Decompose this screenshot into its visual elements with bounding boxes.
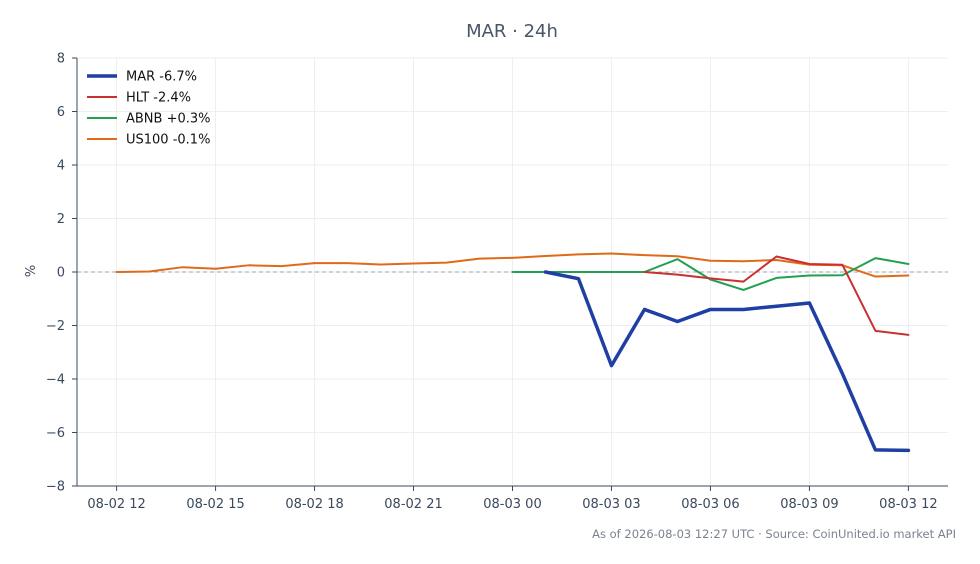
legend-label: US100 -0.1% (126, 133, 210, 148)
x-tick-label: 08-02 15 (186, 497, 244, 512)
axes: 08-02 12 08-02 15 08-02 18 08-02 21 08-03 00… (46, 52, 948, 512)
y-tick-label: −8 (46, 480, 65, 495)
y-tick-label: 8 (57, 52, 65, 67)
x-tick-label: 08-03 09 (780, 497, 838, 512)
source-footnote: As of 2026-08-03 12:27 UTC · Source: Coi… (592, 527, 956, 541)
series-line-0 (543, 270, 911, 453)
y-tick-label: −6 (46, 426, 65, 441)
legend-label: HLT -2.4% (126, 91, 191, 106)
legend-label: MAR -6.7% (126, 70, 197, 85)
y-tick-label: 4 (57, 159, 65, 174)
x-tick-label: 08-02 18 (285, 497, 343, 512)
series-lines (115, 252, 911, 453)
y-tick-label: 6 (57, 105, 65, 120)
x-tick-label: 08-02 12 (87, 497, 145, 512)
legend-label: ABNB +0.3% (126, 112, 211, 127)
series-line-1 (643, 255, 910, 336)
x-tick-label: 08-03 06 (681, 497, 739, 512)
y-tick-label: −4 (46, 373, 65, 388)
y-tick-label: −2 (46, 319, 65, 334)
x-tick-label: 08-03 00 (483, 497, 541, 512)
series-line-2 (511, 257, 910, 291)
x-tick-label: 08-03 12 (879, 497, 937, 512)
series-line-3 (115, 252, 910, 278)
legend: MAR -6.7% HLT -2.4% ABNB +0.3% US100 -0.1% (87, 70, 211, 148)
y-axis-label: % (24, 265, 39, 277)
x-tick-label: 08-02 21 (384, 497, 442, 512)
y-tick-label: 2 (57, 212, 65, 227)
chart-title: MAR · 24h (466, 21, 558, 42)
y-tick-label: 0 (57, 266, 65, 281)
x-tick-label: 08-03 03 (582, 497, 640, 512)
